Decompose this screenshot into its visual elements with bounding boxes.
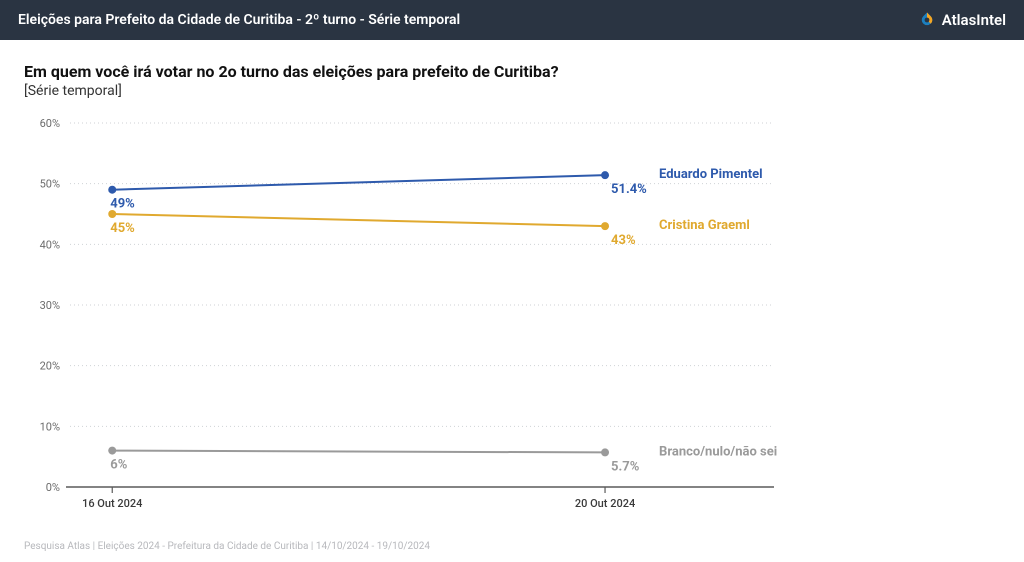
y-tick-label: 30%	[40, 299, 60, 312]
series-marker	[108, 447, 116, 455]
series-marker	[108, 210, 116, 218]
question-text: Em quem você irá votar no 2o turno das e…	[24, 62, 1000, 81]
y-tick-label: 40%	[40, 238, 60, 251]
series-line	[112, 451, 605, 453]
brand-icon	[918, 11, 936, 29]
point-label: 6%	[110, 458, 127, 473]
brand: AtlasIntel	[918, 11, 1006, 29]
series-line	[112, 214, 605, 226]
chart-container: 0% 10% 20% 30% 40% 50% 60% 16 Out 2024 20 Out 20…	[24, 113, 1000, 527]
point-label: 45%	[110, 221, 135, 236]
series-marker	[601, 171, 609, 179]
y-tick-label: 0%	[46, 481, 60, 494]
y-tick-label: 50%	[40, 178, 60, 191]
line-chart: 0% 10% 20% 30% 40% 50% 60% 16 Out 2024 20 Out 20…	[24, 113, 984, 527]
footnote-text: Pesquisa Atlas | Eleições 2024 - Prefeit…	[0, 537, 1024, 562]
brand-text: AtlasIntel	[942, 11, 1006, 29]
series-marker	[108, 186, 116, 194]
x-tick-label: 16 Out 2024	[82, 497, 142, 510]
y-tick-label: 10%	[40, 420, 60, 433]
chart-body: Em quem você irá votar no 2o turno das e…	[0, 40, 1024, 537]
series-name-label: Branco/nulo/não sei	[659, 444, 777, 459]
header-title: Eleições para Prefeito da Cidade de Curi…	[18, 12, 460, 28]
y-tick-label: 20%	[40, 360, 60, 373]
y-tick-label: 60%	[40, 117, 60, 130]
point-label: 43%	[611, 233, 636, 248]
subtitle-text: [Série temporal]	[24, 83, 1000, 99]
x-tick-label: 20 Out 2024	[575, 497, 635, 510]
point-label: 49%	[110, 197, 135, 212]
series-name-label: Cristina Graeml	[659, 218, 750, 233]
point-label: 5.7%	[611, 459, 640, 474]
point-label: 51.4%	[611, 182, 647, 197]
series-line	[112, 175, 605, 190]
header-bar: Eleições para Prefeito da Cidade de Curi…	[0, 0, 1024, 40]
series-marker	[601, 448, 609, 456]
series-name-label: Eduardo Pimentel	[659, 167, 763, 182]
series-marker	[601, 222, 609, 230]
